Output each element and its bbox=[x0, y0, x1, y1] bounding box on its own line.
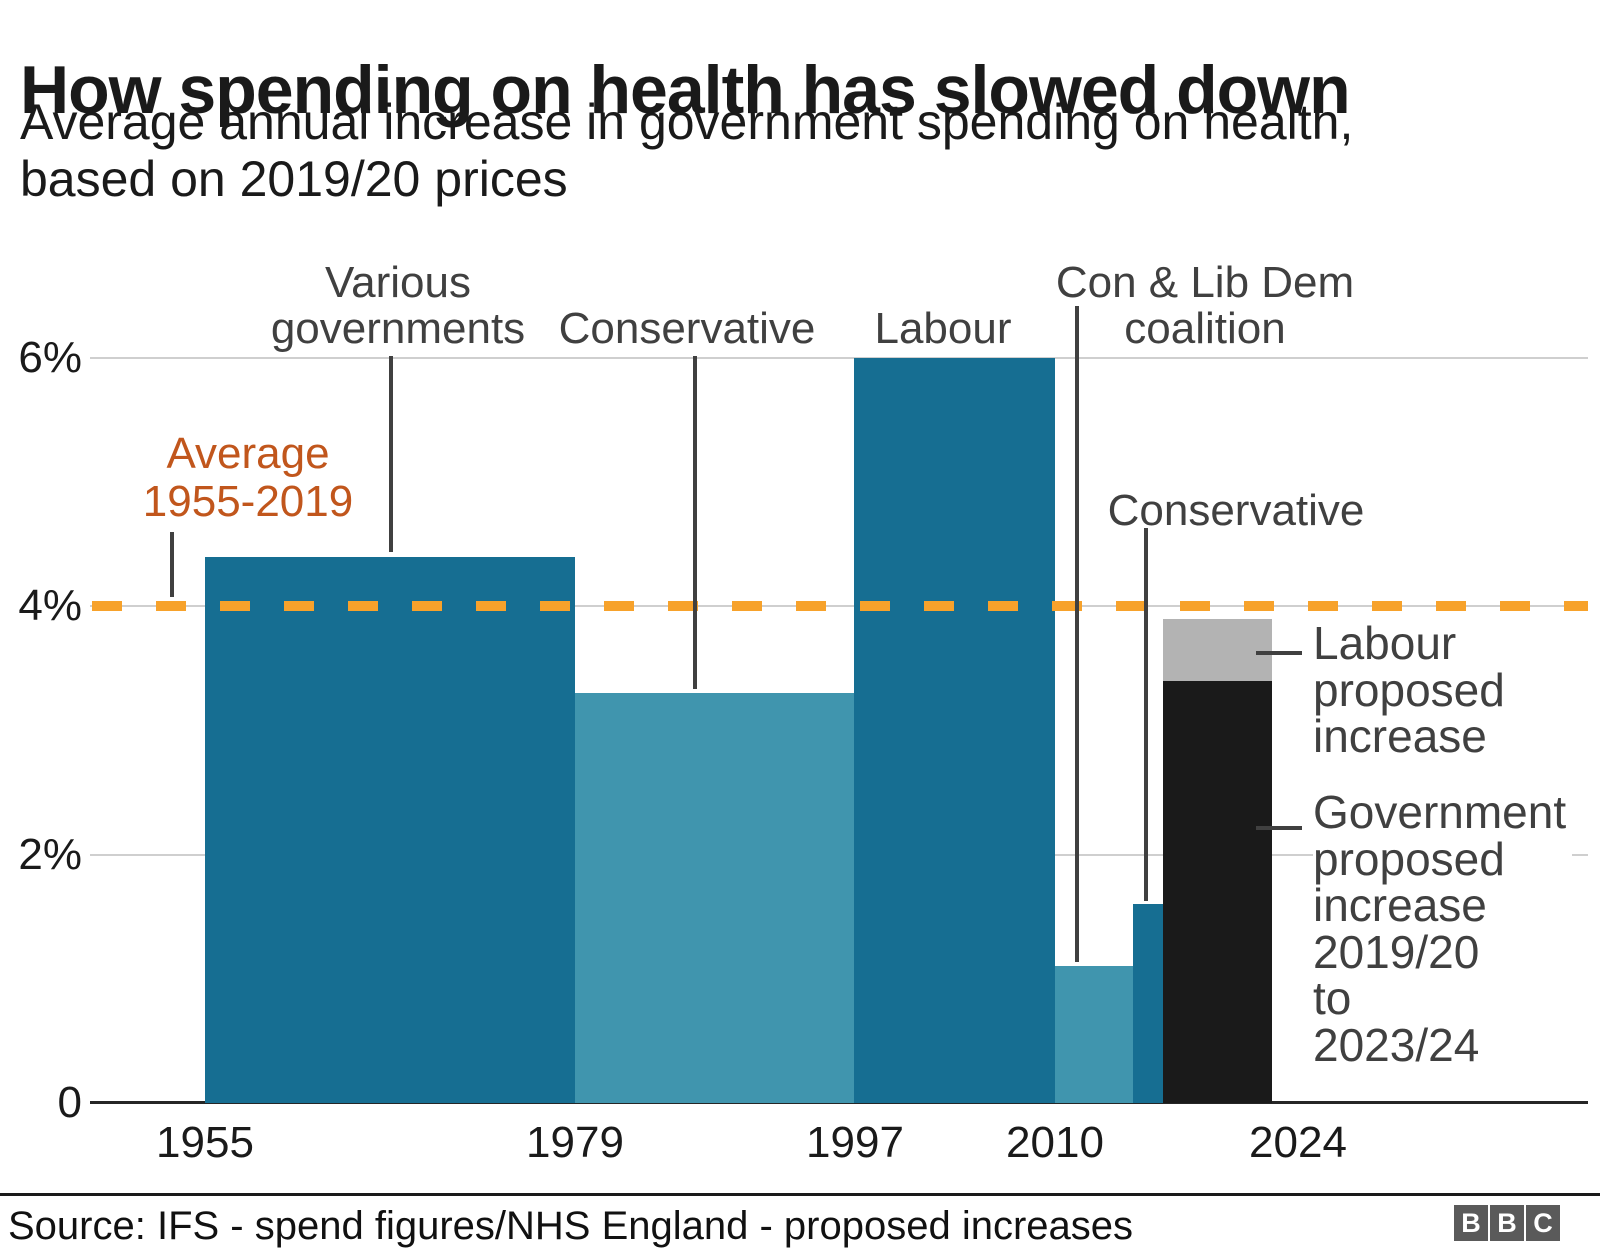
chart-subtitle: Average annual increase in government sp… bbox=[20, 94, 1354, 207]
annotation-leader-conservative bbox=[693, 356, 697, 689]
annotation-leader-conservative bbox=[1144, 528, 1148, 901]
annotation-label-conservative: Conservative bbox=[1107, 486, 1365, 535]
annotation-leader-government bbox=[1256, 826, 1302, 830]
chart-title: How spending on health has slowed down bbox=[20, 51, 1351, 128]
y-tick-0: 0 bbox=[57, 1078, 82, 1127]
x-tick-2010: 2010 bbox=[1006, 1118, 1104, 1167]
annotation-label-various-governments: Various governments bbox=[270, 258, 526, 353]
bar-conservative bbox=[575, 693, 854, 1103]
source-text: Source: IFS - spend figures/NHS England … bbox=[8, 1204, 1134, 1248]
logo-square: B bbox=[1490, 1205, 1524, 1241]
annotation-label-labour: Labour proposed increase bbox=[1313, 618, 1511, 762]
bar-conservative bbox=[1133, 904, 1163, 1103]
bar-labour bbox=[854, 357, 1055, 1103]
bar-con-lib-dem-coalition bbox=[1055, 966, 1133, 1103]
average-label: Average 1955-2019 bbox=[142, 429, 354, 526]
bbc-logo: B B C bbox=[1454, 1205, 1560, 1241]
annotation-leader-con-lib-dem-coalition bbox=[1075, 306, 1079, 962]
logo-square: B bbox=[1454, 1205, 1488, 1241]
x-tick-1979: 1979 bbox=[526, 1118, 624, 1167]
footer-separator bbox=[0, 1193, 1600, 1196]
bar-various-governments bbox=[205, 556, 575, 1103]
x-tick-1955: 1955 bbox=[156, 1118, 254, 1167]
annotation-leader-various-governments bbox=[389, 356, 393, 552]
annotation-label-labour: Labour bbox=[874, 304, 1012, 353]
y-tick-2%: 2% bbox=[18, 829, 82, 879]
logo-letter: B bbox=[1461, 1207, 1481, 1238]
logo-letter: C bbox=[1533, 1207, 1553, 1238]
x-tick-1997: 1997 bbox=[806, 1118, 904, 1167]
annotation-label-con-lib-dem-coalition: Con & Lib Dem coalition bbox=[1055, 258, 1355, 353]
logo-letter: B bbox=[1497, 1207, 1517, 1238]
logo-square: C bbox=[1526, 1205, 1560, 1241]
annotation-label-conservative: Conservative bbox=[558, 304, 816, 353]
x-tick-2024: 2024 bbox=[1249, 1118, 1347, 1167]
average-line bbox=[92, 601, 1588, 612]
annotation-leader-labour bbox=[1256, 651, 1302, 655]
y-tick-4%: 4% bbox=[18, 581, 82, 631]
bar-government-proposed-increase bbox=[1163, 680, 1272, 1103]
annotation-label-government: Government proposed increase 2019/20 to … bbox=[1313, 787, 1573, 1070]
gridline-6% bbox=[90, 356, 1588, 359]
y-tick-6%: 6% bbox=[18, 332, 82, 382]
average-leader-line bbox=[170, 532, 174, 597]
